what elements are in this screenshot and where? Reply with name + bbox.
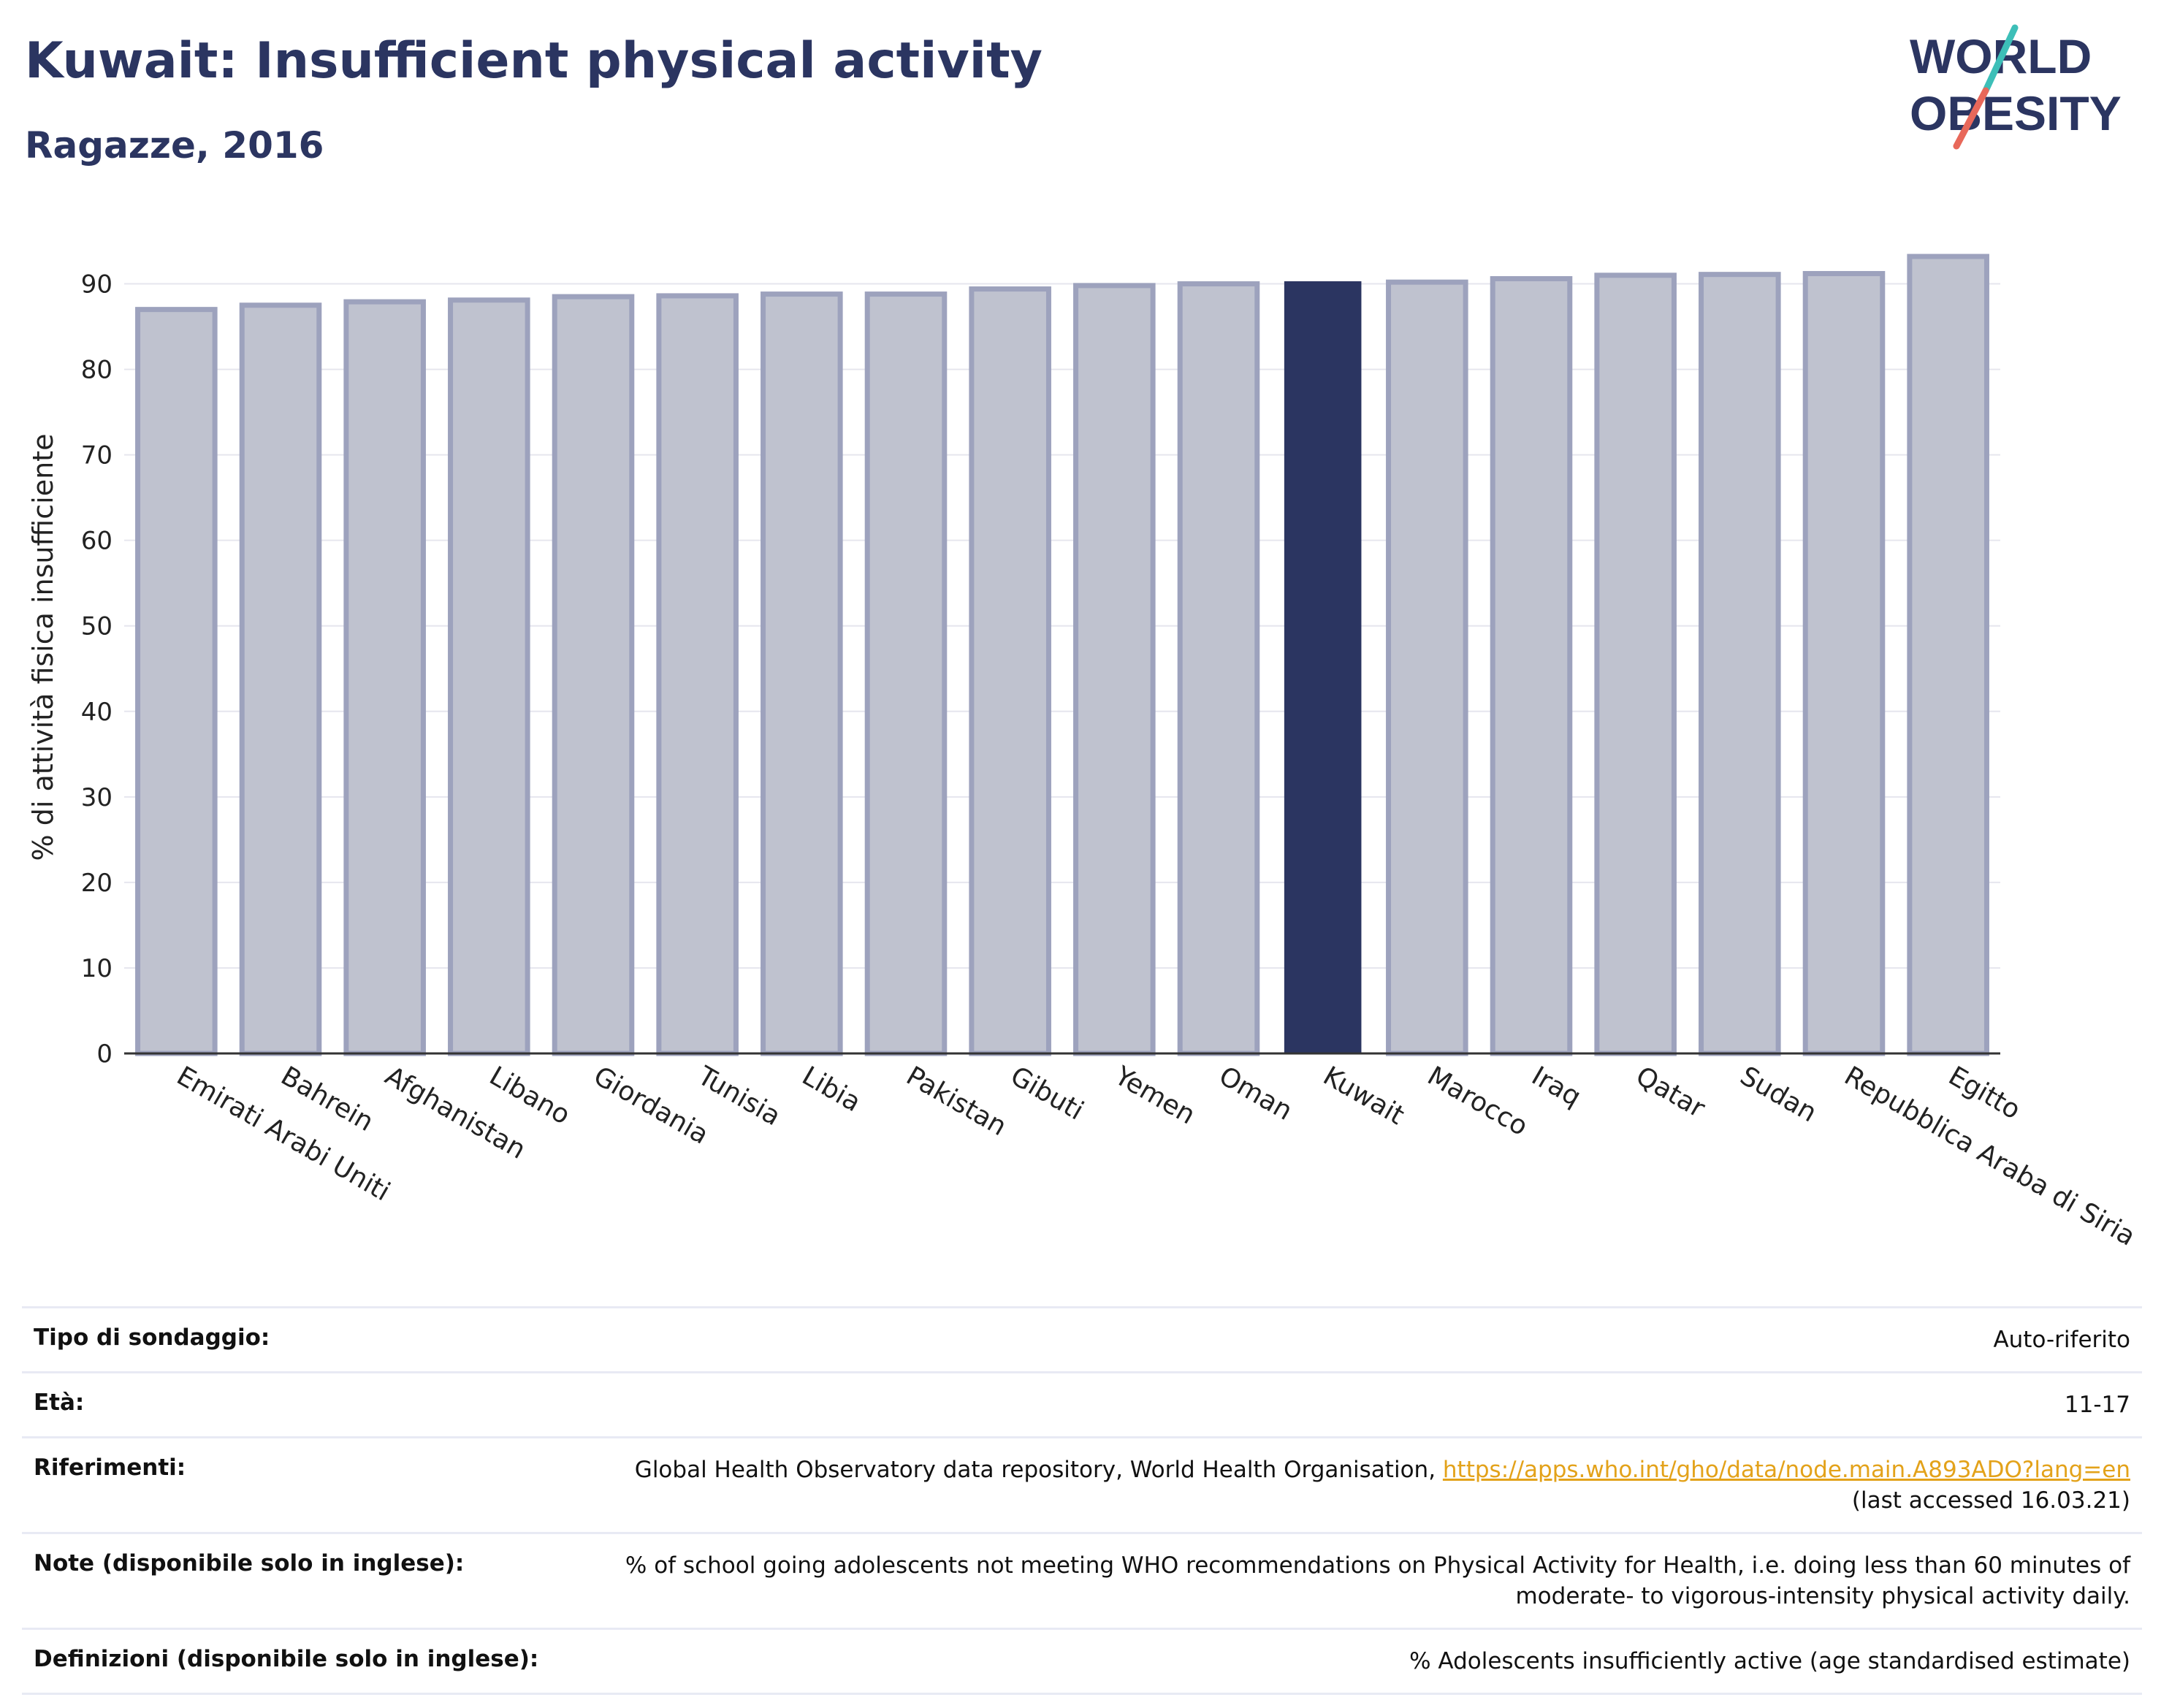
- bar-highlight: [1284, 281, 1362, 1053]
- bar: [343, 299, 426, 1056]
- bar: [1594, 272, 1677, 1056]
- y-tick-label: 80: [81, 356, 113, 385]
- info-key: Età:: [34, 1389, 85, 1416]
- info-value: Global Health Observatory data repositor…: [601, 1438, 2142, 1533]
- x-tick-label: Marocco: [1422, 1061, 1533, 1142]
- bar: [1907, 253, 1989, 1056]
- x-tick-label: Egitto: [1943, 1061, 2025, 1125]
- x-tick-label: Sudan: [1735, 1061, 1822, 1128]
- y-tick-label: 30: [81, 783, 113, 812]
- bar: [864, 291, 948, 1056]
- info-value-text: Global Health Observatory data repositor…: [634, 1457, 1436, 1483]
- info-value: Auto-riferito: [601, 1308, 2142, 1373]
- bar: [1490, 276, 1573, 1056]
- y-tick-label: 60: [81, 527, 113, 556]
- info-value-text: Auto-riferito: [1993, 1327, 2130, 1353]
- y-tick-label: 70: [81, 441, 113, 470]
- logo-slash-top: [1982, 24, 2019, 94]
- bar: [1177, 281, 1260, 1056]
- bar: [656, 293, 739, 1056]
- info-key: Definizioni (disponibile solo in inglese…: [34, 1646, 539, 1672]
- bar: [135, 307, 218, 1056]
- bar: [1699, 272, 1781, 1056]
- reference-link[interactable]: https://apps.who.int/gho/data/node.main.…: [1442, 1457, 2130, 1483]
- info-value: % of school going adolescents not meetin…: [601, 1533, 2142, 1629]
- info-row: Tipo di sondaggio: Auto-riferito: [22, 1307, 2142, 1373]
- y-tick-label: 50: [81, 612, 113, 641]
- page-subtitle: Ragazze, 2016: [25, 124, 324, 167]
- bar: [448, 297, 530, 1056]
- bar: [761, 291, 843, 1056]
- x-tick-label: Giordania: [589, 1061, 714, 1150]
- bar: [969, 286, 1051, 1056]
- y-tick-label: 90: [81, 270, 113, 300]
- info-value-text: % Adolescents insufficiently active (age…: [1409, 1648, 2130, 1674]
- info-row: Note (disponibile solo in inglese): % of …: [22, 1533, 2142, 1629]
- info-key: Tipo di sondaggio:: [34, 1324, 270, 1351]
- info-table: Tipo di sondaggio: Auto-riferito Età: 11-17…: [22, 1306, 2142, 1695]
- x-tick-label: Gibuti: [1005, 1061, 1089, 1126]
- x-tick-label: Qatar: [1631, 1061, 1710, 1124]
- info-key: Riferimenti:: [34, 1455, 186, 1481]
- info-row: Riferimenti: Global Health Observatory da…: [22, 1437, 2142, 1533]
- info-value-text: 11-17: [2064, 1392, 2130, 1418]
- bar: [1386, 279, 1468, 1056]
- y-tick-label: 20: [81, 869, 113, 898]
- x-tick-label: Libia: [797, 1061, 866, 1118]
- world-obesity-logo: WORLD OBESITY: [1910, 24, 2122, 150]
- y-tick-label: 40: [81, 698, 113, 727]
- logo-line2: OBESITY: [1910, 86, 2122, 140]
- info-value-text-line2: (last accessed 16.03.21): [1851, 1487, 2130, 1514]
- info-row: Definizioni (disponibile solo in inglese…: [22, 1628, 2142, 1694]
- info-value: % Adolescents insufficiently active (age…: [601, 1629, 2142, 1694]
- x-tick-label: Iraq: [1527, 1061, 1586, 1113]
- bar: [1802, 270, 1886, 1056]
- page-title: Kuwait: Insufficient physical activity: [25, 32, 1043, 90]
- logo-slash-bottom: [1953, 87, 1989, 150]
- info-value: 11-17: [601, 1373, 2142, 1438]
- info-key: Note (disponibile solo in inglese):: [34, 1550, 465, 1577]
- y-tick-label: 10: [81, 954, 113, 983]
- x-tick-label: Pakistan: [902, 1061, 1012, 1142]
- x-tick-label: Oman: [1214, 1061, 1297, 1126]
- bar-chart: 0 10 20 30 40 50 60 70 80 90 % di attività fisica …: [27, 253, 2141, 1252]
- x-tick-label: Yemen: [1109, 1061, 1200, 1131]
- bar: [239, 302, 322, 1056]
- y-tick-label: 0: [96, 1040, 113, 1069]
- bar: [552, 294, 635, 1056]
- info-value-text: % of school going adolescents not meetin…: [625, 1552, 2130, 1579]
- bar: [1073, 283, 1156, 1056]
- info-row: Età: 11-17: [22, 1372, 2142, 1438]
- info-value-text-line2: moderate- to vigorous-intensity physical…: [1515, 1583, 2130, 1609]
- x-tick-label: Kuwait: [1318, 1061, 1409, 1131]
- y-axis-label: % di attività fisica insufficiente: [27, 434, 59, 861]
